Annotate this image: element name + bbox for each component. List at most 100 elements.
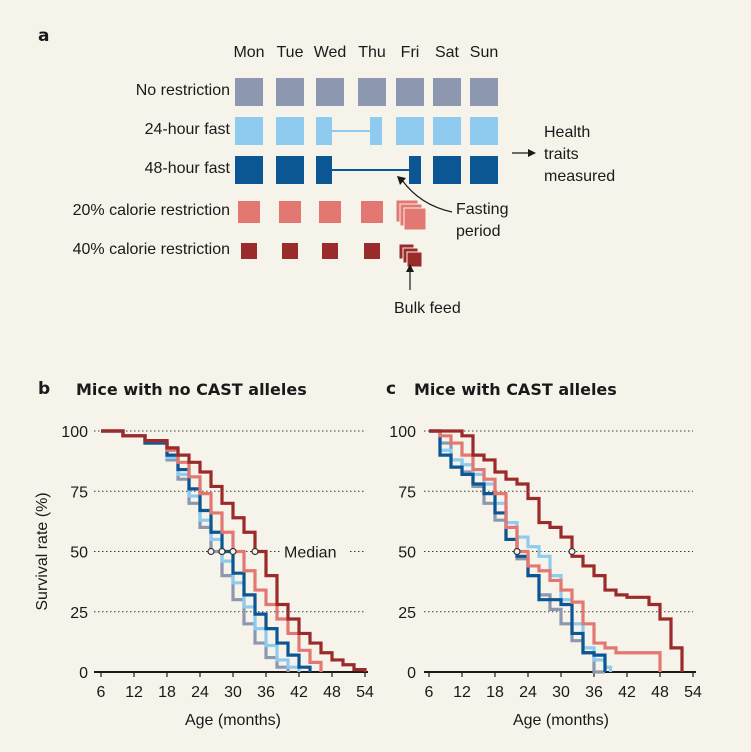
y-tick-label-100: 100 bbox=[61, 424, 88, 441]
row-label-4: 40% calorie restriction bbox=[72, 241, 230, 258]
no-restriction-block-5 bbox=[433, 78, 461, 106]
median-marker-2 bbox=[513, 547, 521, 556]
48h-block-0 bbox=[235, 156, 263, 184]
x-tick-label-12: 12 bbox=[125, 684, 143, 701]
no-restriction-block-6 bbox=[470, 78, 498, 106]
20cr-block-1 bbox=[279, 201, 301, 223]
20cr-bulk-2 bbox=[403, 207, 427, 231]
24h-block-1 bbox=[276, 117, 304, 145]
day-thu: Thu bbox=[358, 44, 386, 61]
40cr-bulk-2 bbox=[406, 251, 423, 268]
panel-b-letter: b bbox=[38, 379, 51, 399]
y-tick-label-25: 25 bbox=[70, 605, 88, 622]
median-marker-4 bbox=[251, 547, 259, 556]
y-tick-label-0: 0 bbox=[407, 665, 416, 682]
40cr-block-0 bbox=[241, 243, 257, 259]
24h-block-0 bbox=[235, 117, 263, 145]
24h-block-6 bbox=[470, 117, 498, 145]
24h-block-5 bbox=[433, 117, 461, 145]
day-sun: Sun bbox=[469, 44, 499, 61]
48h-block-5 bbox=[433, 156, 461, 184]
bulk-feed-label: Bulk feed bbox=[394, 300, 461, 317]
median-marker-4 bbox=[568, 547, 576, 556]
24h-block-4 bbox=[396, 117, 424, 145]
panel-a-letter: a bbox=[38, 26, 50, 46]
series-line-3 bbox=[429, 429, 662, 672]
40cr-block-1 bbox=[282, 243, 298, 259]
health-traits-line-1: Health bbox=[544, 124, 591, 141]
x-tick-label-54: 54 bbox=[356, 684, 374, 701]
fasting-period-label: Fasting period bbox=[456, 199, 508, 243]
health-traits-line-3: measured bbox=[544, 168, 616, 185]
series-line-4 bbox=[429, 429, 684, 672]
y-tick-label-75: 75 bbox=[70, 484, 88, 501]
median-label-bg bbox=[281, 540, 349, 563]
series-line-1 bbox=[429, 429, 613, 672]
day-fri: Fri bbox=[400, 44, 420, 61]
day-mon: Mon bbox=[233, 44, 265, 61]
x-tick-label-36: 36 bbox=[257, 684, 275, 701]
health-traits-label: Health traits measured bbox=[544, 122, 615, 188]
fasting-arrow-curve bbox=[401, 179, 453, 213]
24h-block-thu-partial bbox=[370, 117, 382, 145]
chart-1: 0 25 50 75 100 6 12 18 24 30 36 42 48 54 Age (months) bbox=[389, 424, 702, 729]
20cr-block-2 bbox=[319, 201, 341, 223]
x-tick-label-24: 24 bbox=[191, 684, 209, 701]
x-tick-label-18: 18 bbox=[486, 684, 504, 701]
no-restriction-block-3 bbox=[358, 78, 386, 106]
x-tick-label-48: 48 bbox=[651, 684, 669, 701]
y-tick-label-0: 0 bbox=[79, 665, 88, 682]
row-label-0: No restriction bbox=[135, 82, 230, 99]
day-sat: Sat bbox=[434, 44, 459, 61]
x-tick-label-6: 6 bbox=[425, 684, 434, 701]
day-wed: Wed bbox=[313, 44, 347, 61]
x-tick-label-42: 42 bbox=[290, 684, 308, 701]
x-tick-label-18: 18 bbox=[158, 684, 176, 701]
no-restriction-block-2 bbox=[316, 78, 344, 106]
median-marker-2 bbox=[218, 547, 226, 556]
48h-block-fri-partial bbox=[409, 156, 421, 184]
y-tick-label-50: 50 bbox=[398, 545, 416, 562]
health-traits-line-2: traits bbox=[544, 146, 579, 163]
40cr-block-2 bbox=[322, 243, 338, 259]
panel-b-title: Mice with no CAST alleles bbox=[76, 380, 307, 399]
fasting-arrow-head bbox=[397, 176, 406, 185]
x-tick-label-24: 24 bbox=[519, 684, 537, 701]
no-restriction-block-1 bbox=[276, 78, 304, 106]
panel-c-letter: c bbox=[386, 379, 397, 399]
x-tick-label-30: 30 bbox=[224, 684, 242, 701]
40cr-block-3 bbox=[364, 243, 380, 259]
48h-block-wed-partial bbox=[316, 156, 332, 184]
x-tick-label-42: 42 bbox=[618, 684, 636, 701]
median-label: Median bbox=[284, 545, 336, 562]
x-tick-label-36: 36 bbox=[585, 684, 603, 701]
health-arrow-head bbox=[528, 149, 536, 157]
x-tick-label-30: 30 bbox=[552, 684, 570, 701]
median-marker-3 bbox=[229, 547, 237, 556]
median-marker-0 bbox=[207, 547, 215, 556]
row-label-1: 24-hour fast bbox=[144, 121, 230, 138]
20cr-block-3 bbox=[361, 201, 383, 223]
x-tick-label-54: 54 bbox=[684, 684, 702, 701]
chart-0: 0 25 50 75 100 6 12 18 24 30 36 42 48 54 Age (months) S… bbox=[34, 424, 374, 729]
x-tick-label-6: 6 bbox=[97, 684, 106, 701]
row-label-3: 20% calorie restriction bbox=[72, 202, 230, 219]
x-axis-label: Age (months) bbox=[513, 712, 609, 729]
no-restriction-block-0 bbox=[235, 78, 263, 106]
48h-block-1 bbox=[276, 156, 304, 184]
48h-block-6 bbox=[470, 156, 498, 184]
x-tick-label-12: 12 bbox=[453, 684, 471, 701]
y-axis-label: Survival rate (%) bbox=[34, 492, 51, 610]
bulk-arrow-head bbox=[406, 264, 414, 272]
schedule-grid bbox=[235, 78, 536, 290]
panel-c-title: Mice with CAST alleles bbox=[414, 380, 617, 399]
20cr-block-0 bbox=[238, 201, 260, 223]
y-tick-label-75: 75 bbox=[398, 484, 416, 501]
no-restriction-block-4 bbox=[396, 78, 424, 106]
row-label-2: 48-hour fast bbox=[144, 160, 230, 177]
fasting-period-line-1: Fasting bbox=[456, 201, 509, 218]
day-tue: Tue bbox=[276, 44, 304, 61]
y-tick-label-50: 50 bbox=[70, 545, 88, 562]
series-line-4 bbox=[101, 429, 367, 672]
